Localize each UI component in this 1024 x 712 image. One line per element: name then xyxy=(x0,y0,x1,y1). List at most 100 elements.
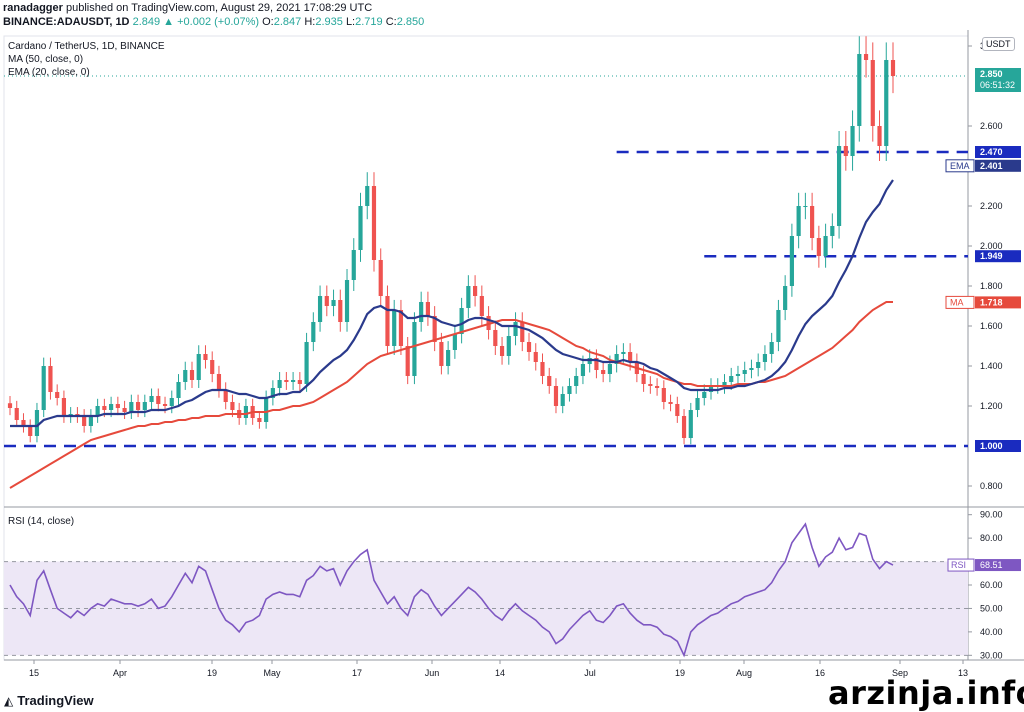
publisher-name: ranadagger xyxy=(3,2,63,14)
rsi-tick-label: 80.00 xyxy=(980,533,1003,543)
candle xyxy=(149,396,154,402)
ema-legend: EMA (20, close, 0) xyxy=(8,67,90,78)
candle xyxy=(142,402,147,410)
candle xyxy=(365,186,370,206)
ma-legend: MA (50, close, 0) xyxy=(8,54,84,65)
indicator-tag-box xyxy=(945,295,975,309)
candle xyxy=(668,402,673,404)
time-tick-label: 15 xyxy=(29,668,39,678)
rsi-line xyxy=(9,522,894,658)
candle xyxy=(176,382,181,398)
rsi-value-box xyxy=(975,559,1021,572)
price-label-value: 2.401 xyxy=(980,161,1003,171)
candle xyxy=(452,334,457,350)
candle xyxy=(156,396,161,404)
candle xyxy=(850,126,855,156)
candle xyxy=(614,354,619,364)
candle xyxy=(681,416,687,438)
candle xyxy=(574,376,579,386)
candle xyxy=(61,398,67,416)
candle xyxy=(628,352,633,362)
candle xyxy=(324,296,329,306)
candle xyxy=(762,354,768,362)
candle xyxy=(688,410,693,438)
candle xyxy=(547,376,552,386)
candle xyxy=(183,370,188,382)
brand-text: TradingView xyxy=(17,693,94,708)
candle xyxy=(607,364,612,374)
candle xyxy=(735,374,741,376)
candle xyxy=(203,354,208,360)
time-tick-label: 16 xyxy=(815,668,825,678)
candle xyxy=(257,418,262,422)
candle xyxy=(95,406,100,416)
close-value: 2.850 xyxy=(396,16,425,28)
candle xyxy=(378,260,383,296)
rsi-legend: RSI (14, close) xyxy=(8,516,75,527)
rsi-tick-label: 90.00 xyxy=(980,510,1003,520)
change-value: ▲ +0.002 (+0.07%) xyxy=(163,16,260,28)
candle xyxy=(41,366,46,410)
candle xyxy=(506,336,511,356)
price-tick-label: 2.000 xyxy=(980,241,1003,251)
candle xyxy=(412,322,417,376)
candle xyxy=(223,390,228,402)
candle xyxy=(789,236,794,286)
rsi-tick-label: 40.00 xyxy=(980,627,1003,637)
candle xyxy=(169,398,174,406)
candle xyxy=(756,362,761,368)
candle xyxy=(776,310,781,342)
candle xyxy=(702,392,707,398)
candle xyxy=(601,370,606,374)
candle xyxy=(890,60,896,76)
open-label: O: xyxy=(262,16,274,28)
candle xyxy=(14,408,19,420)
candle xyxy=(358,206,363,250)
candle xyxy=(769,342,774,354)
open-value: 2.847 xyxy=(273,16,302,28)
symbol-label: BINANCE:ADAUSDT, 1D xyxy=(3,16,130,28)
time-tick-label: Jun xyxy=(425,668,440,678)
time-tick-label: Sep xyxy=(892,668,908,678)
last-price: 2.849 xyxy=(132,16,161,28)
time-tick-label: 13 xyxy=(958,668,968,678)
candle xyxy=(654,386,660,388)
time-tick-label: 14 xyxy=(495,668,505,678)
candle xyxy=(823,236,828,256)
price-label-value: 2.470 xyxy=(980,147,1003,157)
candle xyxy=(210,360,215,374)
candle xyxy=(102,406,107,410)
time-tick-label: Jul xyxy=(584,668,596,678)
candle xyxy=(122,408,127,412)
candle xyxy=(34,410,40,436)
rsi-tick-label: 30.00 xyxy=(980,650,1003,660)
currency-badge[interactable]: USDT xyxy=(982,37,1015,51)
price-tick-label: 0.800 xyxy=(980,481,1003,491)
high-value: 2.935 xyxy=(315,16,343,28)
candle xyxy=(560,394,565,406)
tradingview-icon: ◭ xyxy=(4,693,14,708)
candle xyxy=(520,322,525,342)
candle xyxy=(7,403,13,408)
price-tick-label: 1.200 xyxy=(980,401,1003,411)
candle xyxy=(843,146,848,156)
rsi-tick-label: 50.00 xyxy=(980,603,1003,613)
candle xyxy=(836,146,842,226)
candle xyxy=(189,370,195,380)
rsi-value-label: 68.51 xyxy=(980,560,1003,570)
candle xyxy=(675,404,680,416)
tradingview-logo[interactable]: ◭ TradingView xyxy=(4,693,94,708)
candle xyxy=(284,380,289,382)
price-label-box xyxy=(975,68,1021,92)
candle xyxy=(540,362,545,376)
candle xyxy=(371,186,377,260)
indicator-tag: EMA xyxy=(950,161,970,171)
ohlc-line: BINANCE:ADAUSDT, 1D 2.849 ▲ +0.002 (+0.0… xyxy=(3,16,424,28)
candle xyxy=(28,426,33,436)
high-label: H: xyxy=(304,16,316,28)
candle xyxy=(749,368,754,370)
candle xyxy=(729,376,734,382)
candle xyxy=(243,406,249,418)
candle xyxy=(499,346,505,356)
